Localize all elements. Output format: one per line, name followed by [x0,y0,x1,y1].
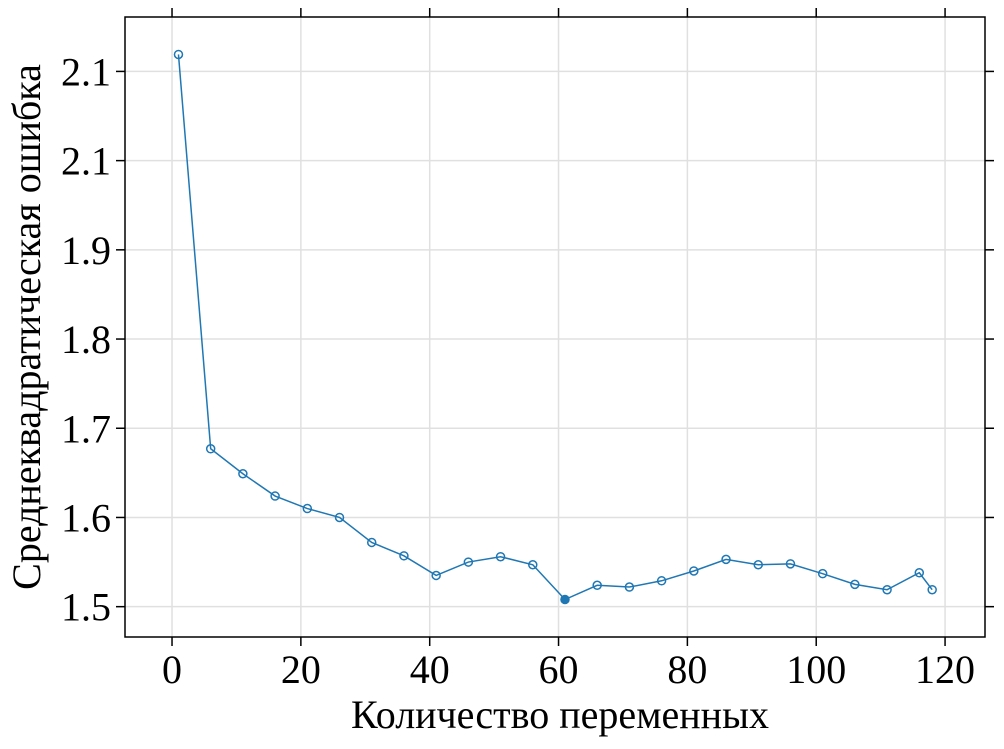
point [656,576,667,586]
y-tick-label: 1.7 [61,406,111,451]
y-tick-label: 1.6 [61,495,111,540]
point [173,49,184,60]
point [624,582,635,592]
point [463,557,474,567]
y-tick-label: 1.9 [61,228,111,273]
point [495,551,506,562]
point [882,584,892,595]
point [334,512,345,523]
point [592,580,602,591]
x-tick-label: 0 [162,647,182,692]
x-tick-label: 120 [915,647,975,692]
ticks: 0 20 40 60 80 100 120 1.5 1.6 1.7 1.8 1.9 2.1 2.1 [61,8,994,692]
x-tick-label: 60 [539,647,579,692]
point [560,594,570,605]
y-tick-label: 2.1 [61,49,111,94]
point [399,551,409,561]
y-tick-label: 2.1 [61,139,111,184]
x-tick-label: 40 [410,647,450,692]
point [817,568,828,579]
axes-frame [124,16,986,638]
x-axis-label: Количество переменных [351,692,769,737]
x-tick-label: 100 [786,647,846,692]
point [689,566,699,576]
point [205,444,216,454]
point [850,579,860,590]
point [366,537,377,548]
point [528,559,538,570]
grid [125,17,985,637]
point [270,491,280,501]
point [927,584,937,595]
y-tick-label: 1.5 [61,585,111,630]
point [914,568,925,578]
y-axis-label: Среднеквадратическая ошибка [4,64,49,590]
x-tick-label: 20 [281,647,321,692]
point [302,503,313,514]
point [785,559,796,569]
y-tick-label: 1.8 [61,317,111,362]
plot-area [173,49,937,605]
point [238,468,248,479]
point [753,559,763,570]
point [721,554,731,565]
point [431,570,441,581]
x-tick-label: 80 [667,647,707,692]
